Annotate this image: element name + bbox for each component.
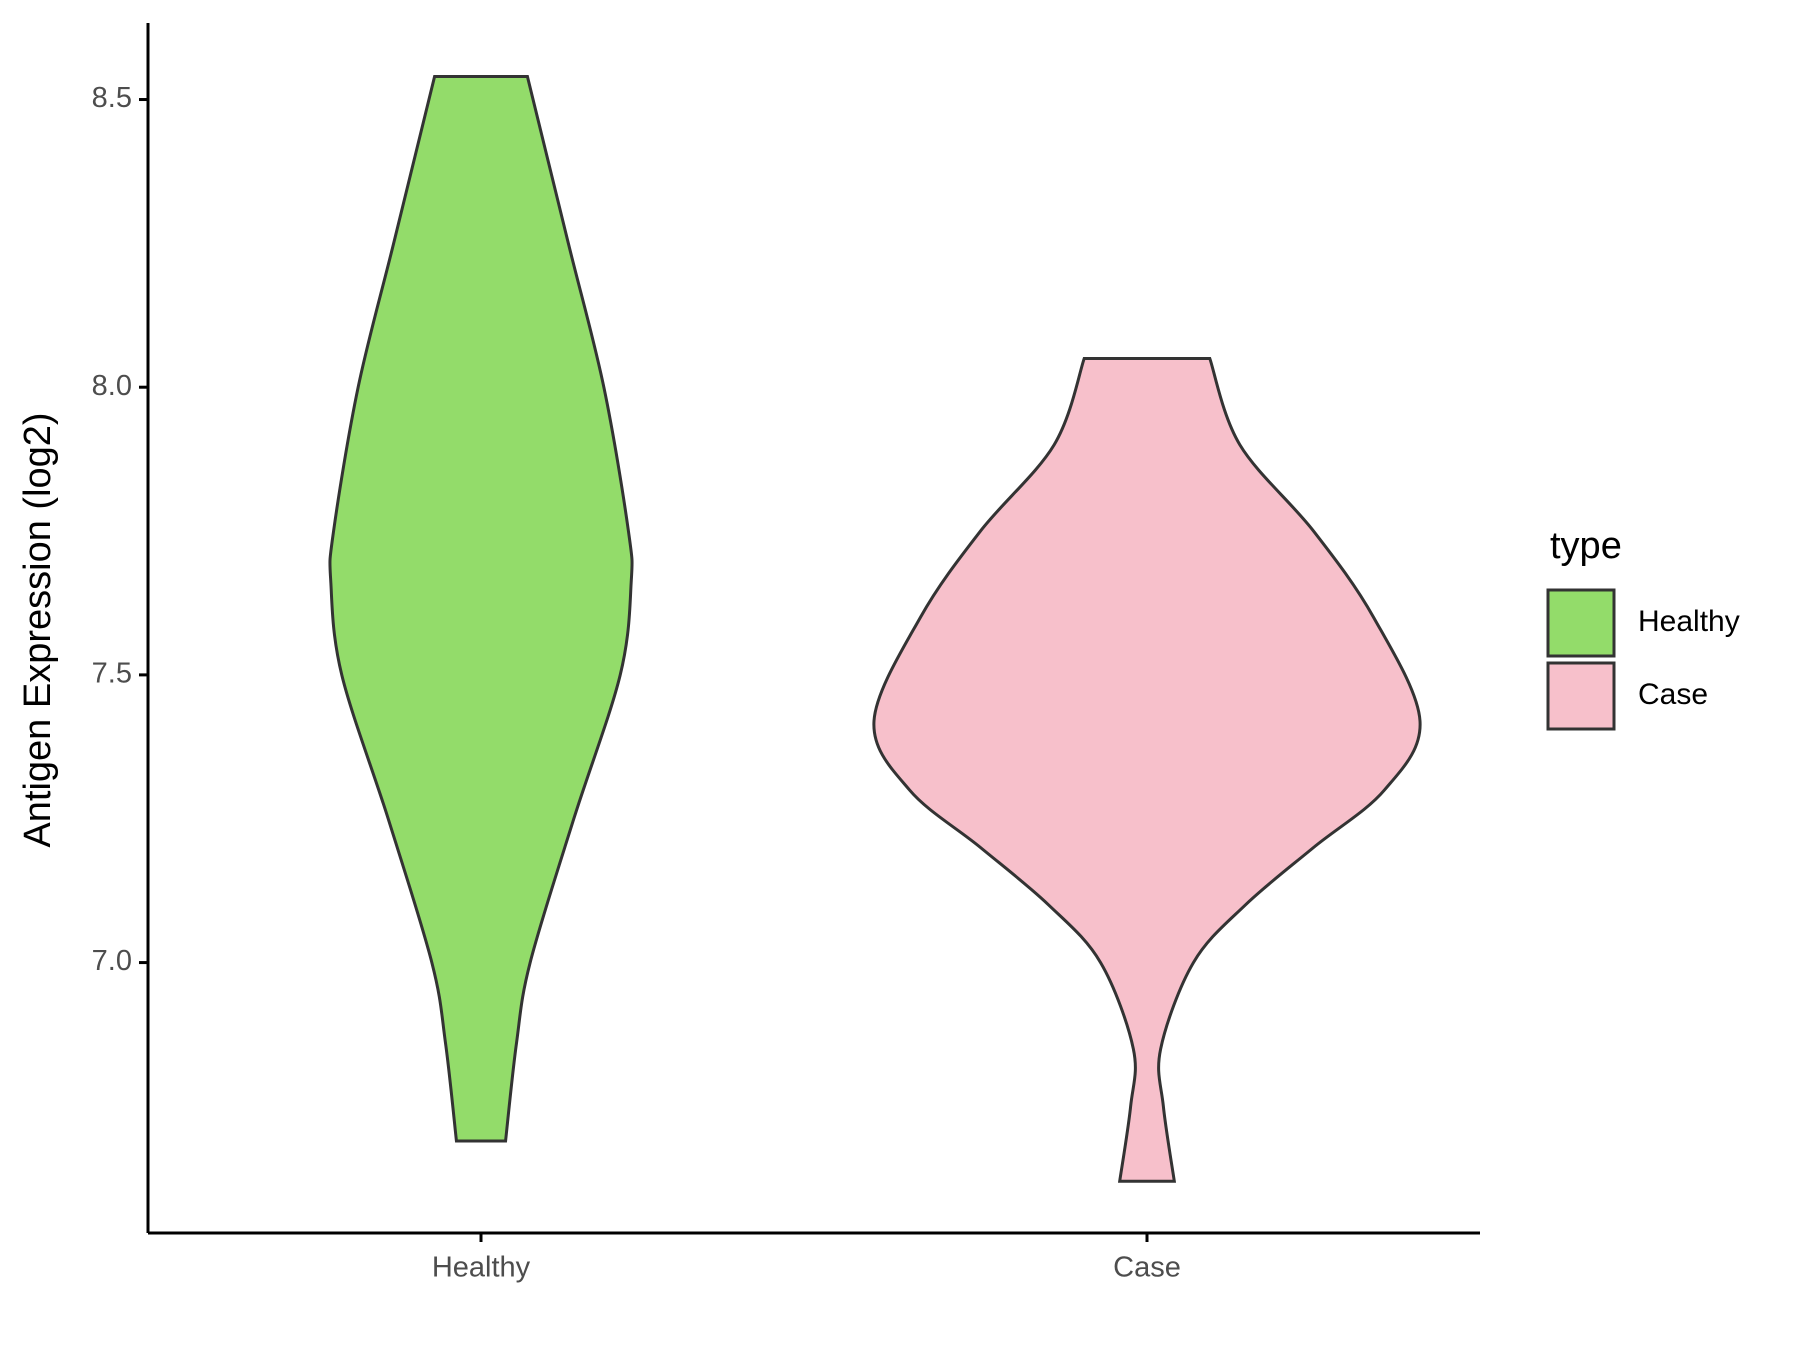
x-tick-label: Healthy [432, 1252, 531, 1284]
legend-title: type [1550, 525, 1622, 567]
x-tick-label: Case [1113, 1252, 1181, 1284]
legend-swatch [1546, 661, 1616, 731]
y-tick-label: 8.5 [92, 82, 132, 114]
legend-swatch [1546, 588, 1616, 658]
y-tick-label: 7.5 [92, 658, 132, 690]
y-tick-label: 7.0 [92, 945, 132, 977]
legend-label: Healthy [1638, 605, 1740, 638]
legend-label: Case [1638, 678, 1708, 711]
violin [328, 75, 634, 1143]
violin [872, 356, 1422, 1183]
y-axis-title: Antigen Expression (log2) [17, 412, 59, 847]
y-tick-label: 8.0 [92, 370, 132, 402]
